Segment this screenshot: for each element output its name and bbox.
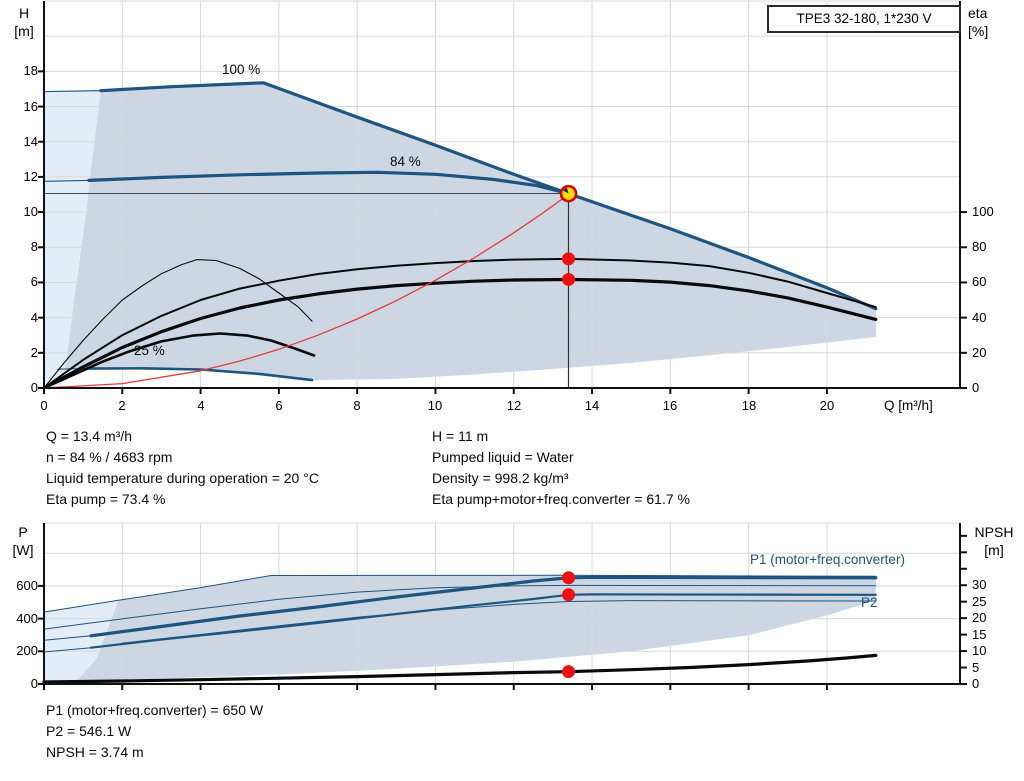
right-tick-label: 0 [972,676,980,691]
npsh-axis-title: NPSH [m] [974,524,1014,558]
eta-axis-title: eta [%] [968,5,989,39]
red-dot-eta-pump [562,252,576,266]
left-tick-label: 0 [30,676,38,691]
info-line: Eta pump = 73.4 % [46,491,166,507]
x-tick-label: 10 [427,398,443,413]
p2-max-line [43,584,877,630]
info-line: Eta pump+motor+freq.converter = 61.7 % [432,491,690,507]
system-curve [43,193,570,389]
x-tick-label: 20 [819,398,835,413]
h-axis-title: H [m] [14,5,34,39]
curve-100-percent-lead [43,90,102,93]
label-100-percent: 100 % [222,62,261,77]
p-axis-title: P [W] [12,524,34,558]
p2-curve [89,593,877,649]
right-tick-label: 0 [972,380,980,395]
p1-max-envelope-line [43,574,877,613]
info-line: H = 11 m [432,428,489,444]
curve-25-percent [85,366,314,382]
info-line: Liquid temperature during operation = 20… [46,470,319,486]
x-tick-label: 4 [197,398,205,413]
pump-model-title-box: TPE3 32-180, 1*230 V [767,5,961,33]
x-tick-label: 12 [506,398,522,413]
eta-pump-curve [43,257,877,389]
left-tick-label: 4 [30,310,38,325]
left-tick-label: 600 [16,578,38,593]
info-line: P2 = 546.1 W [46,723,132,739]
q-axis-title: Q [m³/h] [884,398,933,413]
low-flow-light-area [44,90,101,389]
red-dot-eta-total [562,272,576,286]
x-tick-label: 14 [584,398,600,413]
label-p1: P1 (motor+freq.converter) [750,552,905,567]
x-tick-label: 2 [118,398,126,413]
red-dot-p1 [562,571,576,585]
right-tick-label: 5 [972,660,980,675]
duty-info-left: Q = 13.4 m³/h n = 84 % / 4683 rpm Liquid t… [46,426,319,510]
right-tick-label: 10 [972,643,987,658]
power-low-flow-light-area [44,600,119,684]
thin-power-line [121,600,877,644]
eta-arc-small [42,332,316,390]
red-dot-p2 [562,588,576,602]
left-tick-label: 8 [30,239,38,254]
info-line: P1 (motor+freq.converter) = 650 W [46,702,264,718]
left-tick-label: 6 [30,274,38,289]
label-84-percent: 84 % [390,154,421,169]
left-tick-label: 10 [23,204,38,219]
left-tick-label: 0 [30,380,38,395]
left-tick-label: 2 [30,345,38,360]
right-tick-label: 20 [972,345,987,360]
right-tick-label: 40 [972,310,987,325]
info-line: Pumped liquid = Water [432,449,574,465]
info-line: Density = 998.2 kg/m³ [432,470,569,486]
info-line: Q = 13.4 m³/h [46,428,132,444]
left-tick-label: 200 [16,643,38,658]
curve-84-percent-lead [43,179,90,182]
x-tick-label: 18 [741,398,757,413]
p2-curve-lead [43,647,92,653]
p1-curve [89,575,878,638]
eta-arc-large [43,259,313,389]
label-p2: P2 [861,595,878,610]
npsh-curve [42,653,878,684]
duty-info-right: H = 11 m Pumped liquid = Water Density = 9… [432,426,690,510]
right-tick-label: 20 [972,610,987,625]
power-chart [38,522,967,690]
x-tick-label: 8 [353,398,361,413]
left-tick-label: 18 [23,63,38,78]
left-tick-label: 400 [16,611,38,626]
right-tick-label: 60 [972,274,987,289]
info-line: NPSH = 3.74 m [46,744,144,760]
duty-marker-notch [563,187,569,194]
x-tick-label: 16 [662,398,678,413]
eta-total-curve [42,277,878,390]
curve-84-percent [87,170,571,196]
right-tick-label: 100 [972,204,994,219]
left-tick-label: 14 [23,134,38,149]
right-tick-label: 80 [972,239,987,254]
x-tick-label: 0 [40,398,48,413]
power-envelope-area [75,575,876,681]
left-tick-label: 16 [23,99,38,114]
p1-curve-lead [43,635,92,641]
right-tick-label: 15 [972,627,987,642]
info-line: n = 84 % / 4683 rpm [46,449,173,465]
operating-envelope-area [57,82,876,381]
right-tick-label: 25 [972,594,987,609]
label-25-percent: 25 % [134,343,165,358]
duty-info-bottom: P1 (motor+freq.converter) = 650 W P2 = 54… [46,700,263,763]
right-tick-label: 30 [972,577,987,592]
red-dot-npsh [562,665,576,679]
x-tick-label: 6 [275,398,283,413]
left-tick-label: 12 [23,169,38,184]
curve-100-percent [99,81,878,311]
qh-chart [38,0,967,394]
